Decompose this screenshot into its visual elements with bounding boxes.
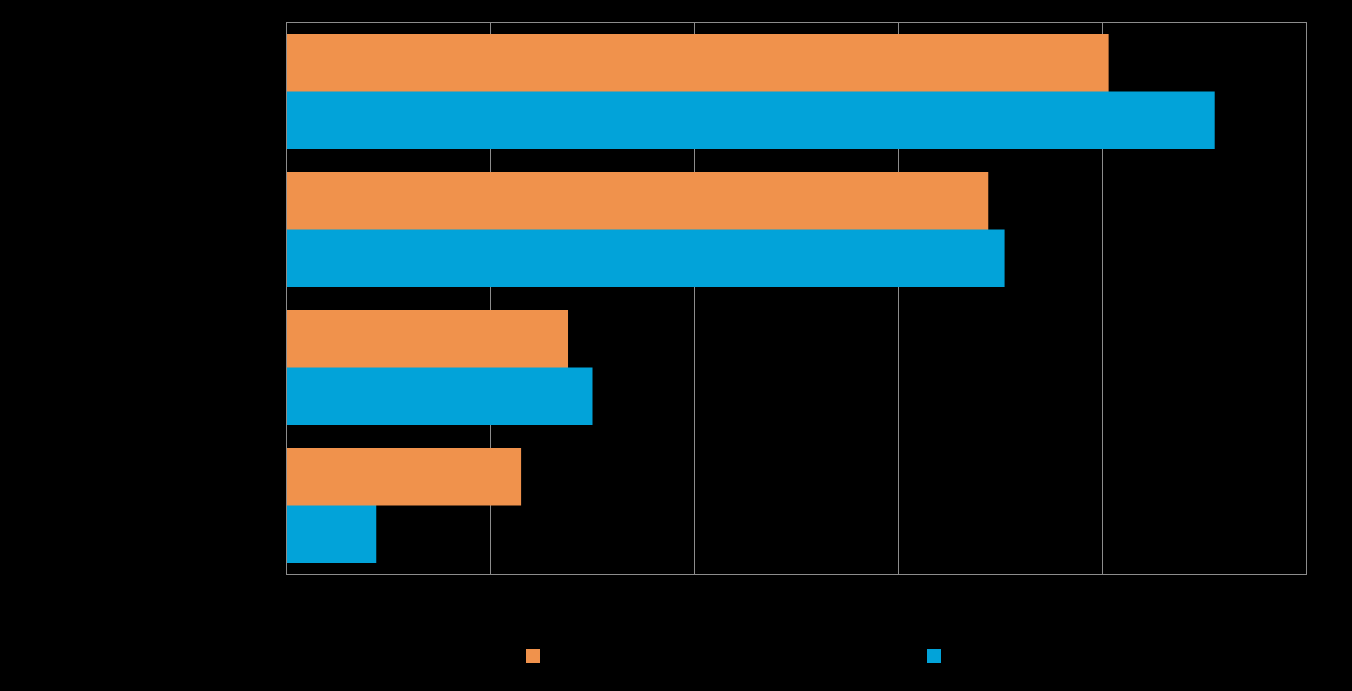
legend-swatch-series-1 [526,649,540,663]
bar-series-2-category-2 [286,229,1005,287]
bar-series-1-category-4 [286,448,522,506]
bar-series-2-category-1 [286,91,1215,149]
bar-series-2-category-4 [286,505,377,563]
legend-swatch-series-2 [927,649,941,663]
plot-area-frame [286,22,1307,575]
bar-layer [286,34,1215,563]
bar-series-1-category-1 [286,34,1109,92]
bar-series-2-category-3 [286,367,593,425]
legend [526,649,941,663]
bar-series-1-category-3 [286,310,569,368]
bar-series-1-category-2 [286,172,989,230]
